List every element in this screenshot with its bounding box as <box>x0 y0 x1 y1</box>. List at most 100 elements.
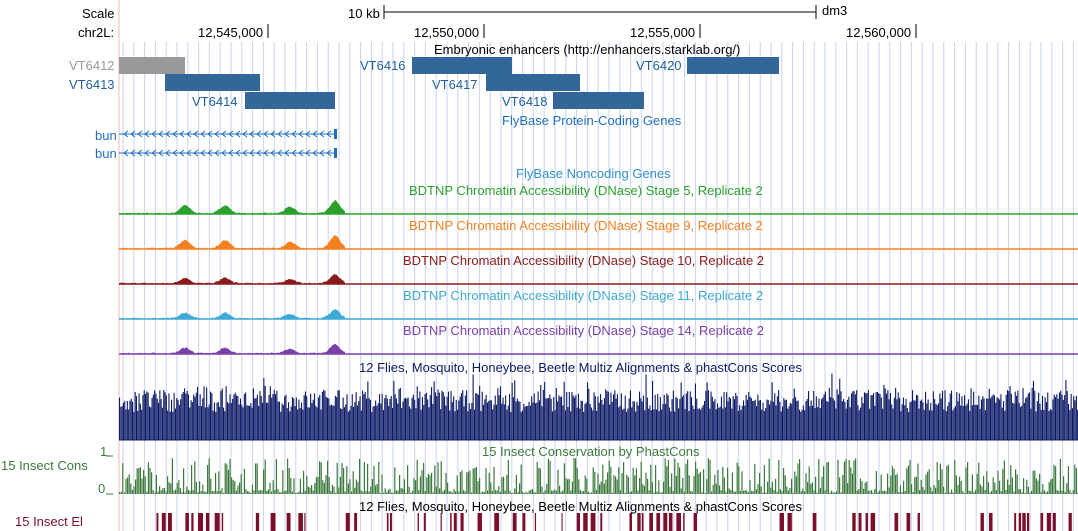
phastcons-bar <box>207 464 209 494</box>
multiz-bar <box>650 410 652 440</box>
enhancer-label-vt6413[interactable]: VT6413 <box>69 77 115 92</box>
phastcons-bar <box>997 470 999 494</box>
phastcons-bar <box>642 484 644 494</box>
multiz-bar <box>457 409 459 440</box>
strand-arrow <box>158 149 164 157</box>
phastcons-bar <box>267 489 269 494</box>
multiz-bar <box>523 403 525 440</box>
conserved-element <box>988 513 993 531</box>
multiz-bar <box>770 400 772 440</box>
multiz-bar <box>408 406 410 440</box>
enhancer-block <box>687 57 779 74</box>
enhancers-track-title[interactable]: Embryonic enhancers (http://enhancers.st… <box>434 42 741 57</box>
gene-label-bun[interactable]: bun <box>95 128 117 143</box>
multiz-bar <box>473 409 475 440</box>
multiz-bar <box>784 400 786 440</box>
multiz-bar <box>813 390 815 440</box>
phastcons-track-title[interactable]: 15 Insect Conservation by PhastCons <box>482 444 700 459</box>
multiz-bar <box>805 401 807 440</box>
phastcons-bar <box>130 483 132 494</box>
multiz-bar <box>646 397 648 440</box>
strand-arrow <box>277 149 283 157</box>
phastcons-bar <box>611 492 613 494</box>
multiz-bar <box>1070 393 1072 440</box>
multiz-bar <box>251 407 253 440</box>
enhancer-label-vt6412[interactable]: VT6412 <box>69 58 115 73</box>
multiz-bar <box>619 405 621 440</box>
strand-arrow <box>200 149 206 157</box>
ruler-position: 12,545,000 <box>198 25 264 40</box>
dnase-stage5-title[interactable]: BDTNP Chromatin Accessibility (DNase) St… <box>409 183 763 198</box>
phastcons-bar <box>613 474 615 494</box>
multiz-bar <box>282 405 284 440</box>
multiz-bar <box>511 382 513 440</box>
phastcons-bar <box>247 491 249 494</box>
multiz-bar <box>536 402 538 440</box>
phastcons-bar <box>426 477 428 494</box>
multiz-bar <box>464 395 466 440</box>
multiz-bar <box>165 395 167 440</box>
phastcons-bar <box>752 490 754 494</box>
multiz-track-title[interactable]: 12 Flies, Mosquito, Honeybee, Beetle Mul… <box>359 360 802 375</box>
multiz-bar <box>496 404 498 440</box>
multiz-bar <box>463 406 465 440</box>
dnase-stage10-title[interactable]: BDTNP Chromatin Accessibility (DNase) St… <box>403 253 765 268</box>
conserved-element <box>858 513 862 531</box>
phastcons-bar <box>1069 490 1071 494</box>
multiz-bar <box>1001 407 1003 440</box>
strand-arrow <box>123 149 129 157</box>
phastcons-bar <box>307 486 309 494</box>
flybase-noncoding-track-title[interactable]: FlyBase Noncoding Genes <box>516 166 671 181</box>
multiz-bar <box>224 410 226 440</box>
enhancer-label-vt6418[interactable]: VT6418 <box>502 94 548 109</box>
multiz-bar <box>538 400 540 440</box>
phastcons-bar <box>746 490 748 494</box>
strand-arrow <box>144 149 150 157</box>
multiz-bar <box>384 398 386 440</box>
phastcons-side-label[interactable]: 15 Insect Cons <box>1 458 88 473</box>
multiz-bar <box>614 390 616 440</box>
multiz-bar <box>514 380 516 440</box>
multiz-bar <box>884 388 886 440</box>
multiz-bar <box>941 390 943 440</box>
multiz-bar <box>575 395 577 440</box>
multiz-bar <box>330 404 332 440</box>
multiz-bar <box>320 409 322 440</box>
multiz-bar <box>252 388 254 440</box>
dnase-stage11-title[interactable]: BDTNP Chromatin Accessibility (DNase) St… <box>403 288 764 303</box>
multiz-bar <box>1014 391 1016 440</box>
phastcons-bar <box>523 492 525 494</box>
conserved-element <box>522 513 526 531</box>
gene-label-bun[interactable]: bun <box>95 146 117 161</box>
multiz-bar <box>577 393 579 440</box>
enhancer-label-vt6416[interactable]: VT6416 <box>360 58 406 73</box>
phastcons-bar <box>855 458 857 494</box>
multiz-bar <box>970 388 972 440</box>
multiz-bar <box>676 398 678 440</box>
flybase-coding-track-title[interactable]: FlyBase Protein-Coding Genes <box>502 113 682 128</box>
multiz-bar <box>371 411 373 440</box>
multiz-bar <box>393 380 395 440</box>
dnase-stage9-title[interactable]: BDTNP Chromatin Accessibility (DNase) St… <box>409 218 763 233</box>
phastcons-bar <box>655 465 657 494</box>
dnase-stage14-title[interactable]: BDTNP Chromatin Accessibility (DNase) St… <box>403 323 765 338</box>
enhancer-label-vt6414[interactable]: VT6414 <box>192 94 238 109</box>
multiz-bar <box>940 398 942 440</box>
enhancer-label-vt6420[interactable]: VT6420 <box>636 58 682 73</box>
multiz-bar <box>655 409 657 440</box>
enhancer-label-vt6417[interactable]: VT6417 <box>432 77 478 92</box>
elements-side-label[interactable]: 15 Insect El <box>15 514 83 529</box>
phastcons-bar <box>383 492 385 494</box>
phastcons-bar <box>221 488 223 494</box>
phastcons-bar <box>434 465 436 494</box>
phastcons-bar <box>539 468 541 494</box>
phastcons-bar <box>560 491 562 494</box>
phastcons-bar <box>706 479 708 494</box>
multiz-bar <box>548 397 550 440</box>
elements-track-title[interactable]: 12 Flies, Mosquito, Honeybee, Beetle Mul… <box>359 499 802 514</box>
phastcons-bar <box>1007 479 1009 494</box>
phastcons-bar <box>455 491 457 494</box>
phastcons-bar <box>647 478 649 494</box>
phastcons-bar <box>691 491 693 494</box>
phastcons-bar <box>255 463 257 494</box>
